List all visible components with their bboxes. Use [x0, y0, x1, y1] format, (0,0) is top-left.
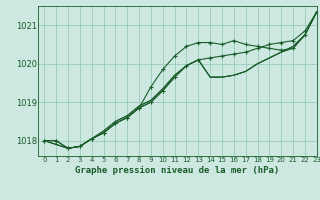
X-axis label: Graphe pression niveau de la mer (hPa): Graphe pression niveau de la mer (hPa) — [76, 166, 280, 175]
